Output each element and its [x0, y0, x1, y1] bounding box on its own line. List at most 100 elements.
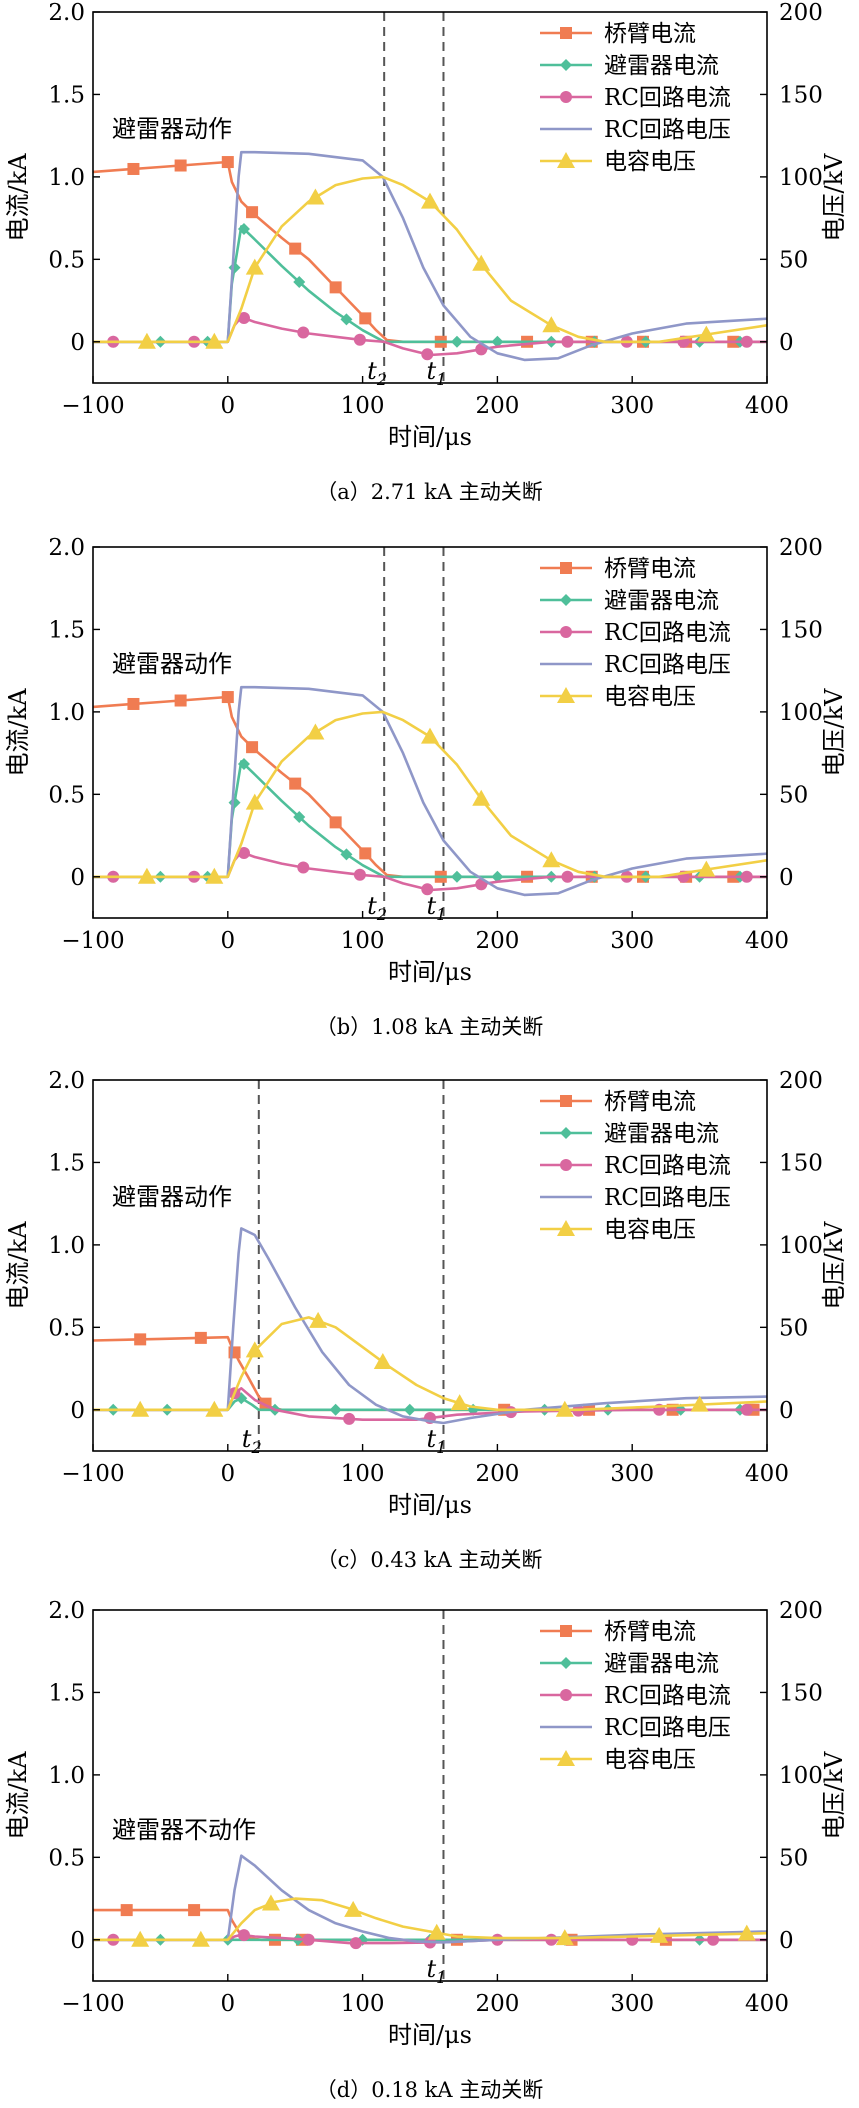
series-marker-4-2 [261, 1894, 280, 1911]
y-left-tick-label: 1.5 [48, 1150, 85, 1176]
series-marker-2-10 [740, 335, 753, 348]
series-line-3 [93, 1227, 767, 1425]
legend-marker-4 [557, 1750, 575, 1766]
legend-marker-2 [560, 626, 572, 638]
series-marker-4-4 [421, 192, 439, 209]
series-marker-4-3 [306, 188, 325, 205]
chart-d: t1−100 0 100 200 300 40000.51.01.52.005010015… [4, 1598, 848, 2049]
y-left-tick-label: 2.0 [48, 0, 85, 26]
series-line-3 [93, 150, 767, 362]
series-marker-4-1 [205, 1400, 224, 1417]
series-marker-0-0 [127, 697, 140, 710]
legend-marker-0 [560, 1625, 572, 1637]
series-marker-2-10 [740, 870, 753, 883]
series-marker-1-3 [228, 261, 241, 274]
series-line-1 [93, 225, 767, 344]
y-left-tick-label: 2.0 [48, 1068, 85, 1094]
series-marker-2-6 [545, 1933, 558, 1946]
y-right-tick-label: 50 [779, 1845, 808, 1871]
series-marker-2-4 [353, 333, 366, 346]
series-marker-0-5 [329, 816, 342, 829]
legend-marker-0 [560, 1095, 572, 1107]
series-marker-0-0 [120, 1904, 133, 1917]
y-left-tick-label: 0 [70, 865, 85, 891]
x-tick-label: 0 [220, 928, 235, 954]
series-marker-4-5 [555, 1929, 574, 1946]
series-marker-1-4 [237, 757, 250, 770]
series-marker-0-0 [127, 162, 140, 175]
series-marker-4-3 [306, 723, 325, 740]
series-marker-4-3 [344, 1900, 363, 1917]
series-marker-4-3 [309, 1311, 328, 1328]
y-right-tick-label: 50 [779, 1315, 808, 1341]
y-left-tick-label: 0 [70, 330, 85, 356]
series-marker-4-4 [421, 727, 439, 744]
series-marker-4-4 [373, 1352, 392, 1369]
chart-c: t2 t1−100 0 100 200 300 40000.51.01.52.0050100… [4, 1068, 848, 1519]
x-tick-label: 300 [610, 393, 654, 419]
series-marker-4-6 [650, 1926, 669, 1943]
series-marker-4-2 [245, 1341, 264, 1358]
series-marker-2-5 [421, 883, 434, 896]
y-right-tick-label: 200 [779, 535, 823, 561]
series-marker-4-6 [542, 851, 561, 868]
x-tick-label: 400 [745, 1461, 789, 1487]
legend-label-1: 避雷器电流 [604, 1121, 719, 1147]
legend-label-4: 电容电压 [604, 1217, 696, 1243]
series-marker-4-7 [697, 860, 716, 877]
series-marker-0-1 [194, 1331, 207, 1344]
y-right-axis-label: 电压/kV [820, 153, 848, 242]
x-tick-label: 200 [475, 1461, 519, 1487]
series-marker-4-5 [472, 254, 491, 271]
legend-label-1: 避雷器电流 [604, 1651, 719, 1677]
plot-frame [92, 1609, 768, 1982]
arrester-annotation: 避雷器动作 [112, 115, 232, 143]
series-marker-0-4 [289, 242, 302, 255]
legend-label-3: RC回路电压 [604, 1715, 731, 1741]
y-left-axis-label: 电流/kA [4, 1751, 32, 1840]
legend-label-3: RC回路电压 [604, 652, 731, 678]
y-left-tick-label: 1.0 [48, 1233, 85, 1259]
series-marker-1-7 [450, 870, 463, 883]
legend-label-0: 桥臂电流 [604, 21, 696, 47]
series-line-3 [93, 685, 767, 897]
series-marker-4-6 [542, 316, 561, 333]
x-tick-label: 300 [610, 1991, 654, 2017]
legend-label-0: 桥臂电流 [604, 1619, 696, 1645]
x-axis-label: 时间/μs [388, 423, 472, 451]
legend-label-2: RC回路电流 [604, 1153, 731, 1179]
y-left-tick-label: 2.0 [48, 1598, 85, 1624]
x-axis-label: 时间/μs [388, 958, 472, 986]
series-marker-4-2 [245, 258, 264, 275]
x-tick-label: −100 [61, 928, 124, 954]
legend-marker-2 [560, 1159, 572, 1171]
legend-label-4: 电容电压 [604, 149, 696, 175]
x-tick-label: 100 [341, 928, 385, 954]
series-line-3 [93, 1854, 767, 1944]
series-marker-1-6 [340, 848, 353, 861]
y-left-tick-label: 0 [70, 1928, 85, 1954]
y-left-axis-label: 电流/kA [4, 1221, 32, 1310]
chart-panel-b: t2 t1 −100 0 100 200 300 400 0 0.5 1.0 1.5 2.0 0 50 100… [0, 535, 859, 1045]
legend-label-1: 避雷器电流 [604, 53, 719, 79]
chart-a: t2 t1−100 0 100 200 300 40000.51.01.52.0050100… [4, 0, 848, 451]
caption-b: （b）1.08 kA 主动关断 [315, 1015, 544, 1039]
x-tick-label: 400 [745, 1991, 789, 2017]
y-right-tick-label: 0 [779, 330, 794, 356]
legend-label-2: RC回路电流 [604, 620, 731, 646]
y-left-tick-label: 0.5 [48, 1315, 85, 1341]
series-marker-2-2 [237, 847, 250, 860]
legend-marker-1 [560, 594, 572, 606]
chart-b: t2 t1−100 0 100 200 300 40000.51.01.52.0050100… [4, 535, 848, 986]
y-right-tick-label: 100 [779, 700, 823, 726]
plot-frame [92, 11, 768, 384]
y-left-tick-label: 1.5 [48, 82, 85, 108]
series-line-4 [93, 175, 767, 344]
plot-frame [92, 1079, 768, 1452]
y-right-tick-label: 50 [779, 247, 808, 273]
series-marker-1-5 [403, 1403, 416, 1416]
y-right-tick-label: 100 [779, 1233, 823, 1259]
